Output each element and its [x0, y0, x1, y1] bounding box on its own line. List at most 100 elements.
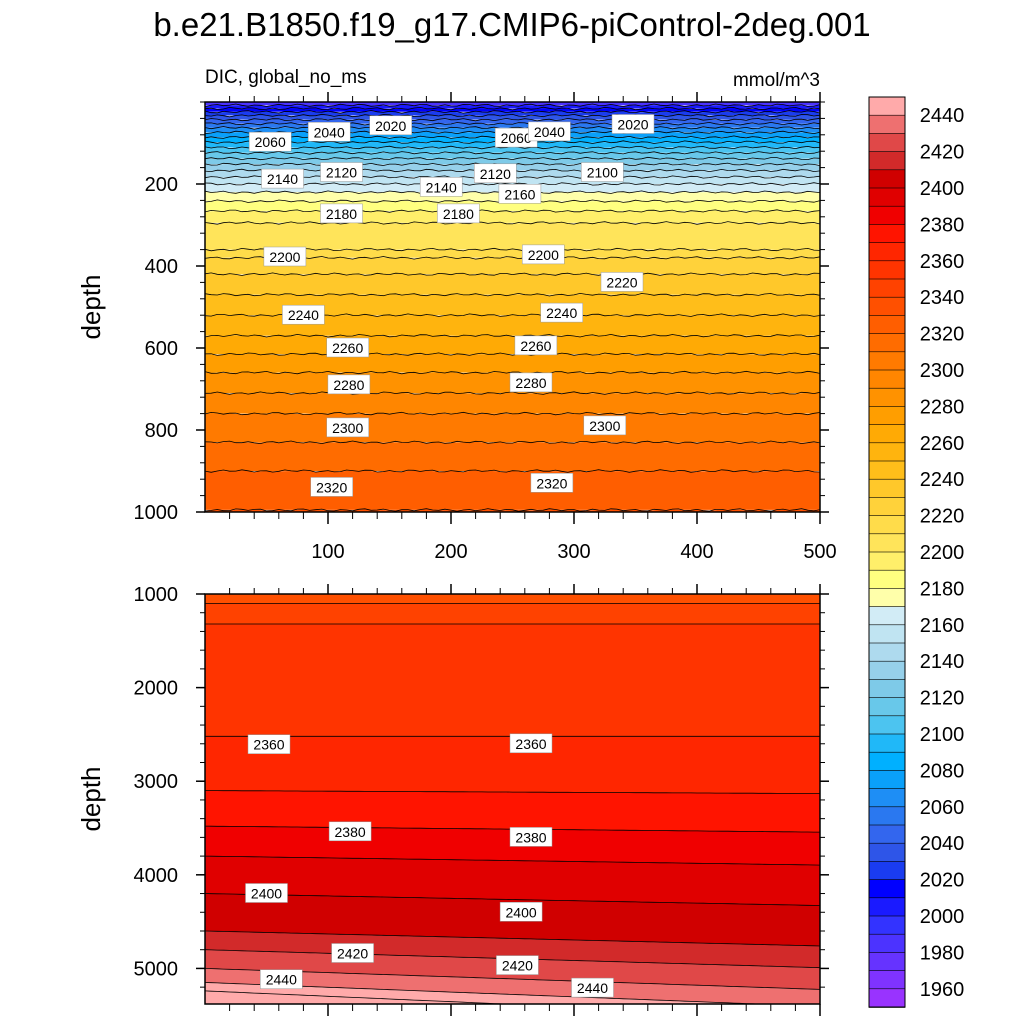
- contour-band: [205, 314, 820, 336]
- colorbar-tick-label: 2300: [920, 360, 965, 382]
- contour-label: 2200: [263, 246, 307, 267]
- contour-label-text: 2240: [288, 307, 319, 323]
- x-tick-label: 500: [803, 541, 836, 563]
- colorbar-swatch: [868, 424, 906, 444]
- colorbar-swatch: [868, 497, 906, 517]
- colorbar-swatch: [868, 588, 906, 608]
- y-tick-label: 1000: [134, 502, 179, 524]
- contour-line: [205, 106, 820, 111]
- contour-label-text: 2320: [536, 475, 567, 491]
- contour-line: [205, 209, 820, 213]
- contour-label-text: 2280: [515, 375, 546, 391]
- y-tick-label: 3000: [134, 771, 179, 793]
- colorbar-tick-label: 2180: [920, 578, 965, 600]
- lower-panel-contours: [205, 603, 820, 1004]
- colorbar: 1960 1980 2000 2020 2040 2060 2080 2100 2120 2140…: [868, 96, 965, 1008]
- contour-label-text: 2400: [251, 886, 282, 902]
- lower-panel-axes: 1000 2000 3000 4000 5000 depth: [76, 584, 829, 1016]
- colorbar-tick-label: 2120: [920, 688, 965, 710]
- contour-band: [205, 273, 820, 295]
- contour-band: [205, 736, 820, 794]
- colorbar-swatch: [868, 624, 906, 644]
- y-axis-label: depth: [76, 766, 106, 831]
- colorbar-swatch: [868, 133, 906, 153]
- contour-line: [205, 352, 820, 356]
- contour-label-text: 2440: [577, 980, 608, 996]
- contour-label-text: 2120: [480, 166, 511, 182]
- colorbar-swatch: [868, 114, 906, 135]
- contour-label-text: 2120: [326, 165, 357, 181]
- colorbar-tick-label: 2420: [920, 142, 965, 164]
- colorbar-swatch: [868, 988, 906, 1008]
- colorbar-swatch: [868, 770, 906, 790]
- contour-line: [205, 333, 820, 338]
- contour-label: 2060: [248, 131, 292, 152]
- y-tick-label: 400: [145, 256, 178, 278]
- colorbar-swatch: [868, 569, 906, 590]
- x-tick-label: 100: [311, 541, 344, 563]
- contour-label: 2260: [326, 337, 369, 358]
- contour-band: [205, 856, 820, 906]
- colorbar-tick-label: 2360: [920, 251, 965, 273]
- subtitle-left: DIC, global_no_ms: [205, 67, 367, 88]
- contour-band: [205, 294, 820, 316]
- contour-label: 2360: [247, 734, 291, 754]
- colorbar-swatch: [868, 933, 906, 954]
- contour-label: 2180: [320, 203, 363, 224]
- colorbar-swatch: [868, 751, 906, 772]
- colorbar-tick-label: 1960: [920, 979, 965, 1001]
- contour-label-text: 2060: [255, 134, 286, 150]
- contour-label: 2260: [514, 335, 558, 356]
- colorbar-swatch: [868, 369, 906, 390]
- contour-line: [205, 151, 820, 155]
- lower-panel-contour-labels: 2360 2360 2380 2380 2400 2400 2420 2420 2440 2440: [245, 733, 614, 998]
- contour-line: [205, 968, 820, 990]
- contour-label: 2320: [530, 473, 574, 493]
- contour-label-text: 2420: [502, 958, 533, 974]
- contour-label-text: 2020: [375, 118, 406, 134]
- colorbar-tick-label: 2100: [920, 724, 965, 746]
- contour-label-text: 2380: [335, 824, 366, 840]
- contour-line: [205, 790, 820, 794]
- contour-line: [205, 990, 513, 1004]
- contour-label: 2420: [331, 943, 374, 963]
- contour-band: [205, 222, 820, 250]
- contour-label: 2020: [369, 115, 412, 136]
- colorbar-swatch: [868, 824, 906, 845]
- colorbar-swatch: [868, 915, 906, 936]
- x-tick-label: 200: [434, 541, 467, 563]
- contour-band: [205, 353, 820, 373]
- contour-label-text: 2140: [426, 179, 457, 195]
- subtitle-right: mmol/m^3: [733, 70, 820, 91]
- contour-line: [205, 272, 820, 276]
- colorbar-tick-label: 2320: [920, 324, 965, 346]
- colorbar-tick-label: 2060: [920, 797, 965, 819]
- colorbar-swatch: [868, 697, 906, 717]
- contour-label-text: 2400: [506, 904, 537, 920]
- colorbar-tick-label: 2440: [920, 105, 965, 127]
- colorbar-tick-label: 1980: [920, 942, 965, 964]
- colorbar-tick-label: 2020: [920, 870, 965, 892]
- contour-label-text: 2040: [314, 124, 345, 140]
- contour-label-text: 2260: [332, 340, 363, 356]
- colorbar-swatch: [868, 788, 906, 808]
- contour-line: [205, 247, 820, 252]
- contour-label: 2440: [260, 969, 303, 989]
- contour-label: 2100: [581, 162, 624, 182]
- colorbar-swatch: [868, 387, 906, 408]
- colorbar-swatch: [868, 187, 906, 208]
- colorbar-tick-label: 2080: [920, 760, 965, 782]
- lower-panel-frame: [204, 593, 821, 1005]
- contour-label: 2220: [600, 272, 644, 292]
- contour-label: 2040: [307, 122, 351, 142]
- colorbar-tick-label: 2140: [920, 651, 965, 673]
- contour-label: 2400: [245, 883, 288, 903]
- contour-label-text: 2180: [443, 206, 474, 222]
- contour-label: 2440: [571, 977, 614, 998]
- colorbar-swatch: [868, 660, 906, 681]
- colorbar-swatch: [868, 333, 906, 353]
- y-tick-label: 5000: [134, 958, 179, 980]
- contour-line: [205, 292, 820, 297]
- colorbar-swatch: [868, 879, 906, 899]
- contour-line: [205, 117, 820, 122]
